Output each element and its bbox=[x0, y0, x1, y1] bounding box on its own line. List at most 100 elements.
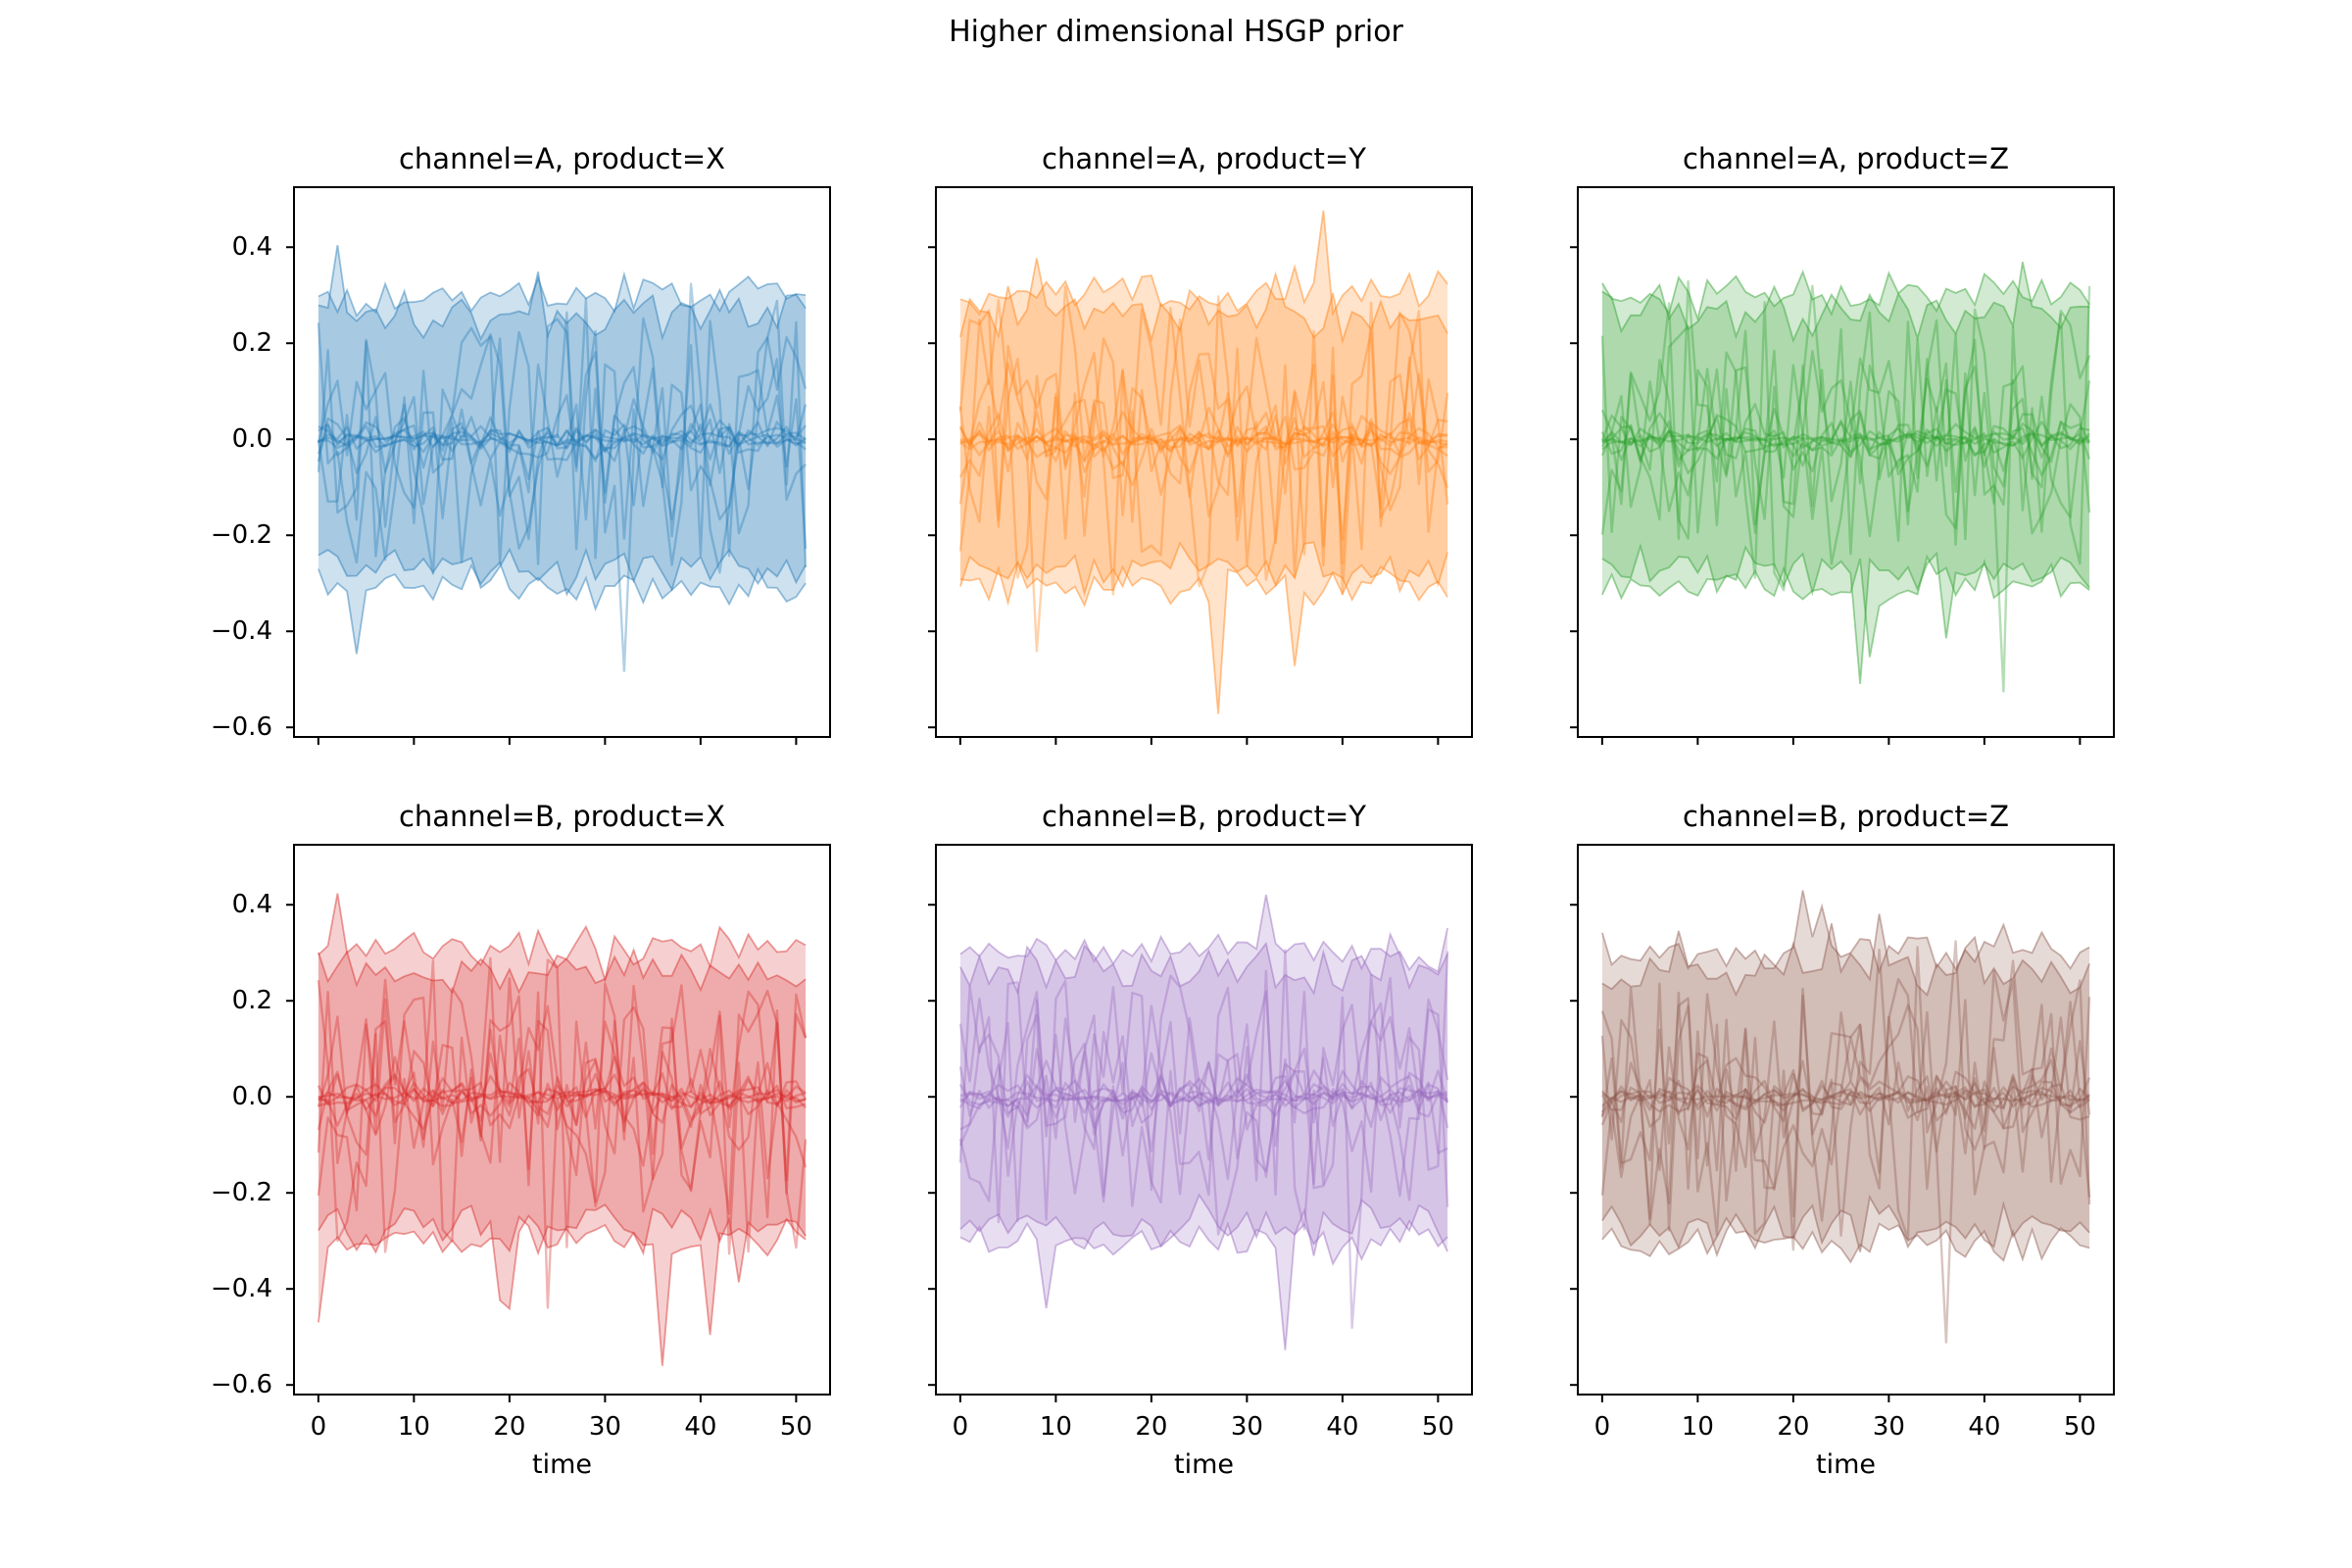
prior-envelope-band bbox=[959, 934, 1448, 1256]
prior-sample-line bbox=[959, 424, 1448, 458]
prior-sample-line bbox=[1600, 407, 2091, 475]
prior-sample-line bbox=[1600, 420, 2091, 460]
prior-envelope-band bbox=[318, 950, 807, 1309]
band-upper-edge bbox=[1601, 262, 2090, 343]
subplot-channel-A-product-X: channel=A, product=X 0.4 0.2 0.0 −0.2 −0.4 −0… bbox=[206, 128, 850, 835]
x-tick-label: 10 bbox=[1681, 1412, 1714, 1442]
band-lower-edge bbox=[318, 547, 807, 597]
band-lower-edge bbox=[959, 561, 1448, 714]
subplot-title: channel=B, product=Y bbox=[1042, 800, 1366, 833]
prior-sample-line bbox=[1600, 1056, 2090, 1130]
prior-sample-line bbox=[1600, 1080, 2090, 1116]
band-upper-edge bbox=[1601, 913, 2090, 998]
band-lower-edge bbox=[959, 541, 1448, 597]
band-lower-edge bbox=[959, 1219, 1448, 1350]
prior-sample-line bbox=[958, 1015, 1448, 1178]
x-axis-label: time bbox=[531, 1449, 592, 1480]
y-tick-label: 0.2 bbox=[231, 328, 272, 359]
prior-sample-line bbox=[959, 1048, 1449, 1136]
prior-sample-line bbox=[317, 990, 808, 1195]
x-tick-label: 20 bbox=[493, 1412, 526, 1442]
prior-sample-line bbox=[958, 406, 1448, 475]
prior-sample-line bbox=[958, 991, 1449, 1203]
prior-sample-line bbox=[317, 956, 808, 1255]
prior-sample-line bbox=[959, 432, 1448, 447]
prior-sample-line bbox=[318, 431, 807, 448]
figure-title: Higher dimensional HSGP prior bbox=[949, 15, 1403, 49]
x-tick-label: 20 bbox=[1777, 1412, 1810, 1442]
x-tick-label: 50 bbox=[2063, 1412, 2096, 1442]
axes-box bbox=[935, 186, 1473, 738]
band-upper-edge bbox=[318, 270, 807, 318]
prior-envelope-band bbox=[959, 210, 1448, 714]
prior-sample-line bbox=[1600, 309, 2091, 693]
prior-sample-line bbox=[318, 1089, 807, 1102]
subplot-title: channel=A, product=X bbox=[398, 142, 726, 175]
prior-sample-line bbox=[1600, 279, 2091, 592]
plot-area bbox=[286, 186, 831, 745]
prior-sample-line bbox=[1600, 969, 2091, 1344]
plot-area bbox=[928, 844, 1473, 1402]
prior-sample-line bbox=[318, 1072, 807, 1131]
subplot-channel-A-product-Y: channel=A, product=Y bbox=[848, 128, 1492, 835]
subplot-channel-A-product-Z: channel=A, product=Z bbox=[1490, 128, 2133, 835]
prior-sample-line bbox=[317, 398, 808, 481]
y-tick-label: −0.2 bbox=[210, 520, 272, 551]
x-tick-label: 40 bbox=[684, 1412, 717, 1442]
prior-envelope-band bbox=[1601, 890, 2090, 1262]
prior-envelope-band bbox=[1601, 913, 2090, 1255]
axes-box bbox=[293, 186, 831, 738]
prior-sample-line bbox=[317, 282, 808, 575]
prior-envelope-band bbox=[318, 274, 807, 655]
prior-sample-line bbox=[1600, 1015, 2091, 1174]
prior-sample-line bbox=[1600, 388, 2091, 477]
prior-sample-line bbox=[958, 392, 1448, 487]
band-lower-edge bbox=[318, 1215, 807, 1366]
x-axis-label: time bbox=[1173, 1449, 1234, 1480]
prior-sample-line bbox=[958, 356, 1449, 517]
prior-sample-line bbox=[1601, 426, 2090, 458]
x-tick-label: 0 bbox=[310, 1412, 327, 1442]
y-tick-label: 0.4 bbox=[231, 890, 272, 920]
x-tick-label: 40 bbox=[1968, 1412, 2001, 1442]
band-upper-edge bbox=[1601, 890, 2090, 975]
y-tick-label: −0.2 bbox=[210, 1178, 272, 1208]
prior-sample-line bbox=[318, 1082, 807, 1107]
y-tick-label: −0.4 bbox=[210, 616, 272, 647]
x-tick-label: 0 bbox=[1593, 1412, 1611, 1442]
plot-area bbox=[1570, 186, 2115, 745]
band-upper-edge bbox=[959, 210, 1448, 317]
axes-box bbox=[1577, 186, 2115, 738]
y-tick-label: 0.2 bbox=[231, 986, 272, 1016]
band-lower-edge bbox=[1601, 543, 2090, 684]
prior-sample-line bbox=[1601, 432, 2090, 451]
prior-sample-line bbox=[317, 311, 808, 672]
prior-sample-line bbox=[958, 973, 1449, 1330]
prior-sample-line bbox=[1600, 338, 2091, 540]
band-lower-edge bbox=[1601, 554, 2090, 658]
prior-sample-line bbox=[959, 1079, 1448, 1111]
band-upper-edge bbox=[959, 931, 1448, 996]
prior-sample-line bbox=[1601, 1087, 2090, 1108]
band-upper-edge bbox=[959, 258, 1448, 345]
band-lower-edge bbox=[959, 1193, 1448, 1256]
prior-sample-line bbox=[1601, 432, 2090, 446]
prior-sample-line bbox=[959, 429, 1448, 454]
prior-sample-line bbox=[958, 1077, 1448, 1117]
y-tick-label: −0.6 bbox=[210, 712, 272, 743]
prior-sample-line bbox=[317, 1015, 808, 1180]
prior-envelope-band bbox=[1601, 262, 2090, 684]
prior-sample-line bbox=[1601, 1089, 2090, 1105]
band-lower-edge bbox=[318, 1203, 807, 1311]
prior-sample-line bbox=[317, 978, 808, 1309]
x-tick-label: 30 bbox=[1230, 1412, 1263, 1442]
prior-sample-line bbox=[1600, 1073, 2091, 1119]
y-tick-label: −0.6 bbox=[210, 1370, 272, 1400]
band-upper-edge bbox=[318, 947, 807, 995]
subplot-channel-B-product-Y: channel=B, product=Y 0 10 20 30 40 50 time bbox=[848, 786, 1492, 1493]
prior-sample-line bbox=[318, 428, 807, 451]
prior-sample-line bbox=[318, 425, 807, 453]
subplot-title: channel=B, product=X bbox=[398, 800, 726, 833]
axes-box bbox=[293, 844, 831, 1396]
